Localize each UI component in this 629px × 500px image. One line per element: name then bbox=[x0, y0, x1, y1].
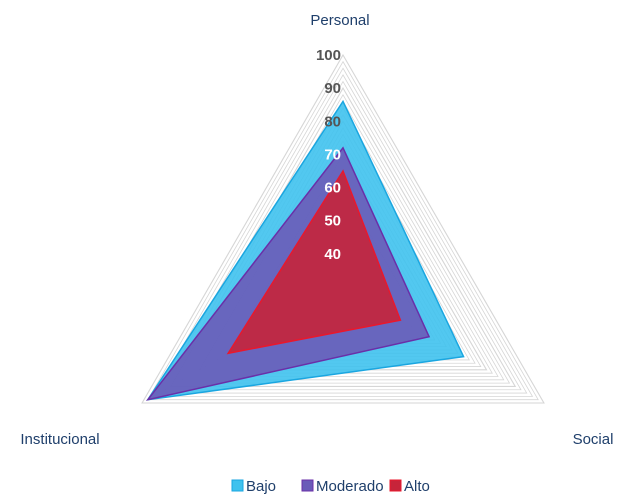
legend-item-moderado: Moderado bbox=[301, 478, 384, 495]
legend-swatch-bajo bbox=[231, 479, 244, 492]
series-alto-area bbox=[226, 169, 402, 355]
tick-label-100: 100 bbox=[316, 47, 341, 64]
grid-ring-100 bbox=[141, 53, 545, 404]
grid-ring-94 bbox=[158, 74, 528, 394]
legend: Bajo Moderado Alto bbox=[231, 478, 430, 495]
legend-swatch-alto bbox=[389, 479, 402, 492]
grid-ring-92 bbox=[164, 80, 522, 391]
axis-label-personal: Personal bbox=[310, 12, 369, 29]
tick-label-60: 60 bbox=[324, 180, 341, 197]
legend-item-bajo: Bajo bbox=[231, 478, 276, 495]
ticks-layer: 40 50 60 70 80 90 100 bbox=[316, 47, 341, 263]
series-layer bbox=[145, 99, 465, 401]
legend-swatch-moderado bbox=[301, 479, 314, 492]
tick-label-40: 40 bbox=[324, 246, 341, 263]
axis-label-social: Social bbox=[573, 431, 614, 448]
legend-label-moderado: Moderado bbox=[316, 478, 384, 495]
legend-item-alto: Alto bbox=[389, 478, 430, 495]
tick-label-80: 80 bbox=[324, 113, 341, 130]
tick-label-70: 70 bbox=[324, 146, 341, 163]
grid-ring-96 bbox=[152, 67, 534, 397]
legend-label-bajo: Bajo bbox=[246, 478, 276, 495]
grid-ring-98 bbox=[147, 60, 539, 401]
tick-label-50: 50 bbox=[324, 213, 341, 230]
legend-label-alto: Alto bbox=[404, 478, 430, 495]
axis-label-layer: Personal Social Institucional bbox=[20, 12, 613, 448]
axis-label-institucional: Institucional bbox=[20, 431, 99, 448]
tick-label-90: 90 bbox=[324, 80, 341, 97]
